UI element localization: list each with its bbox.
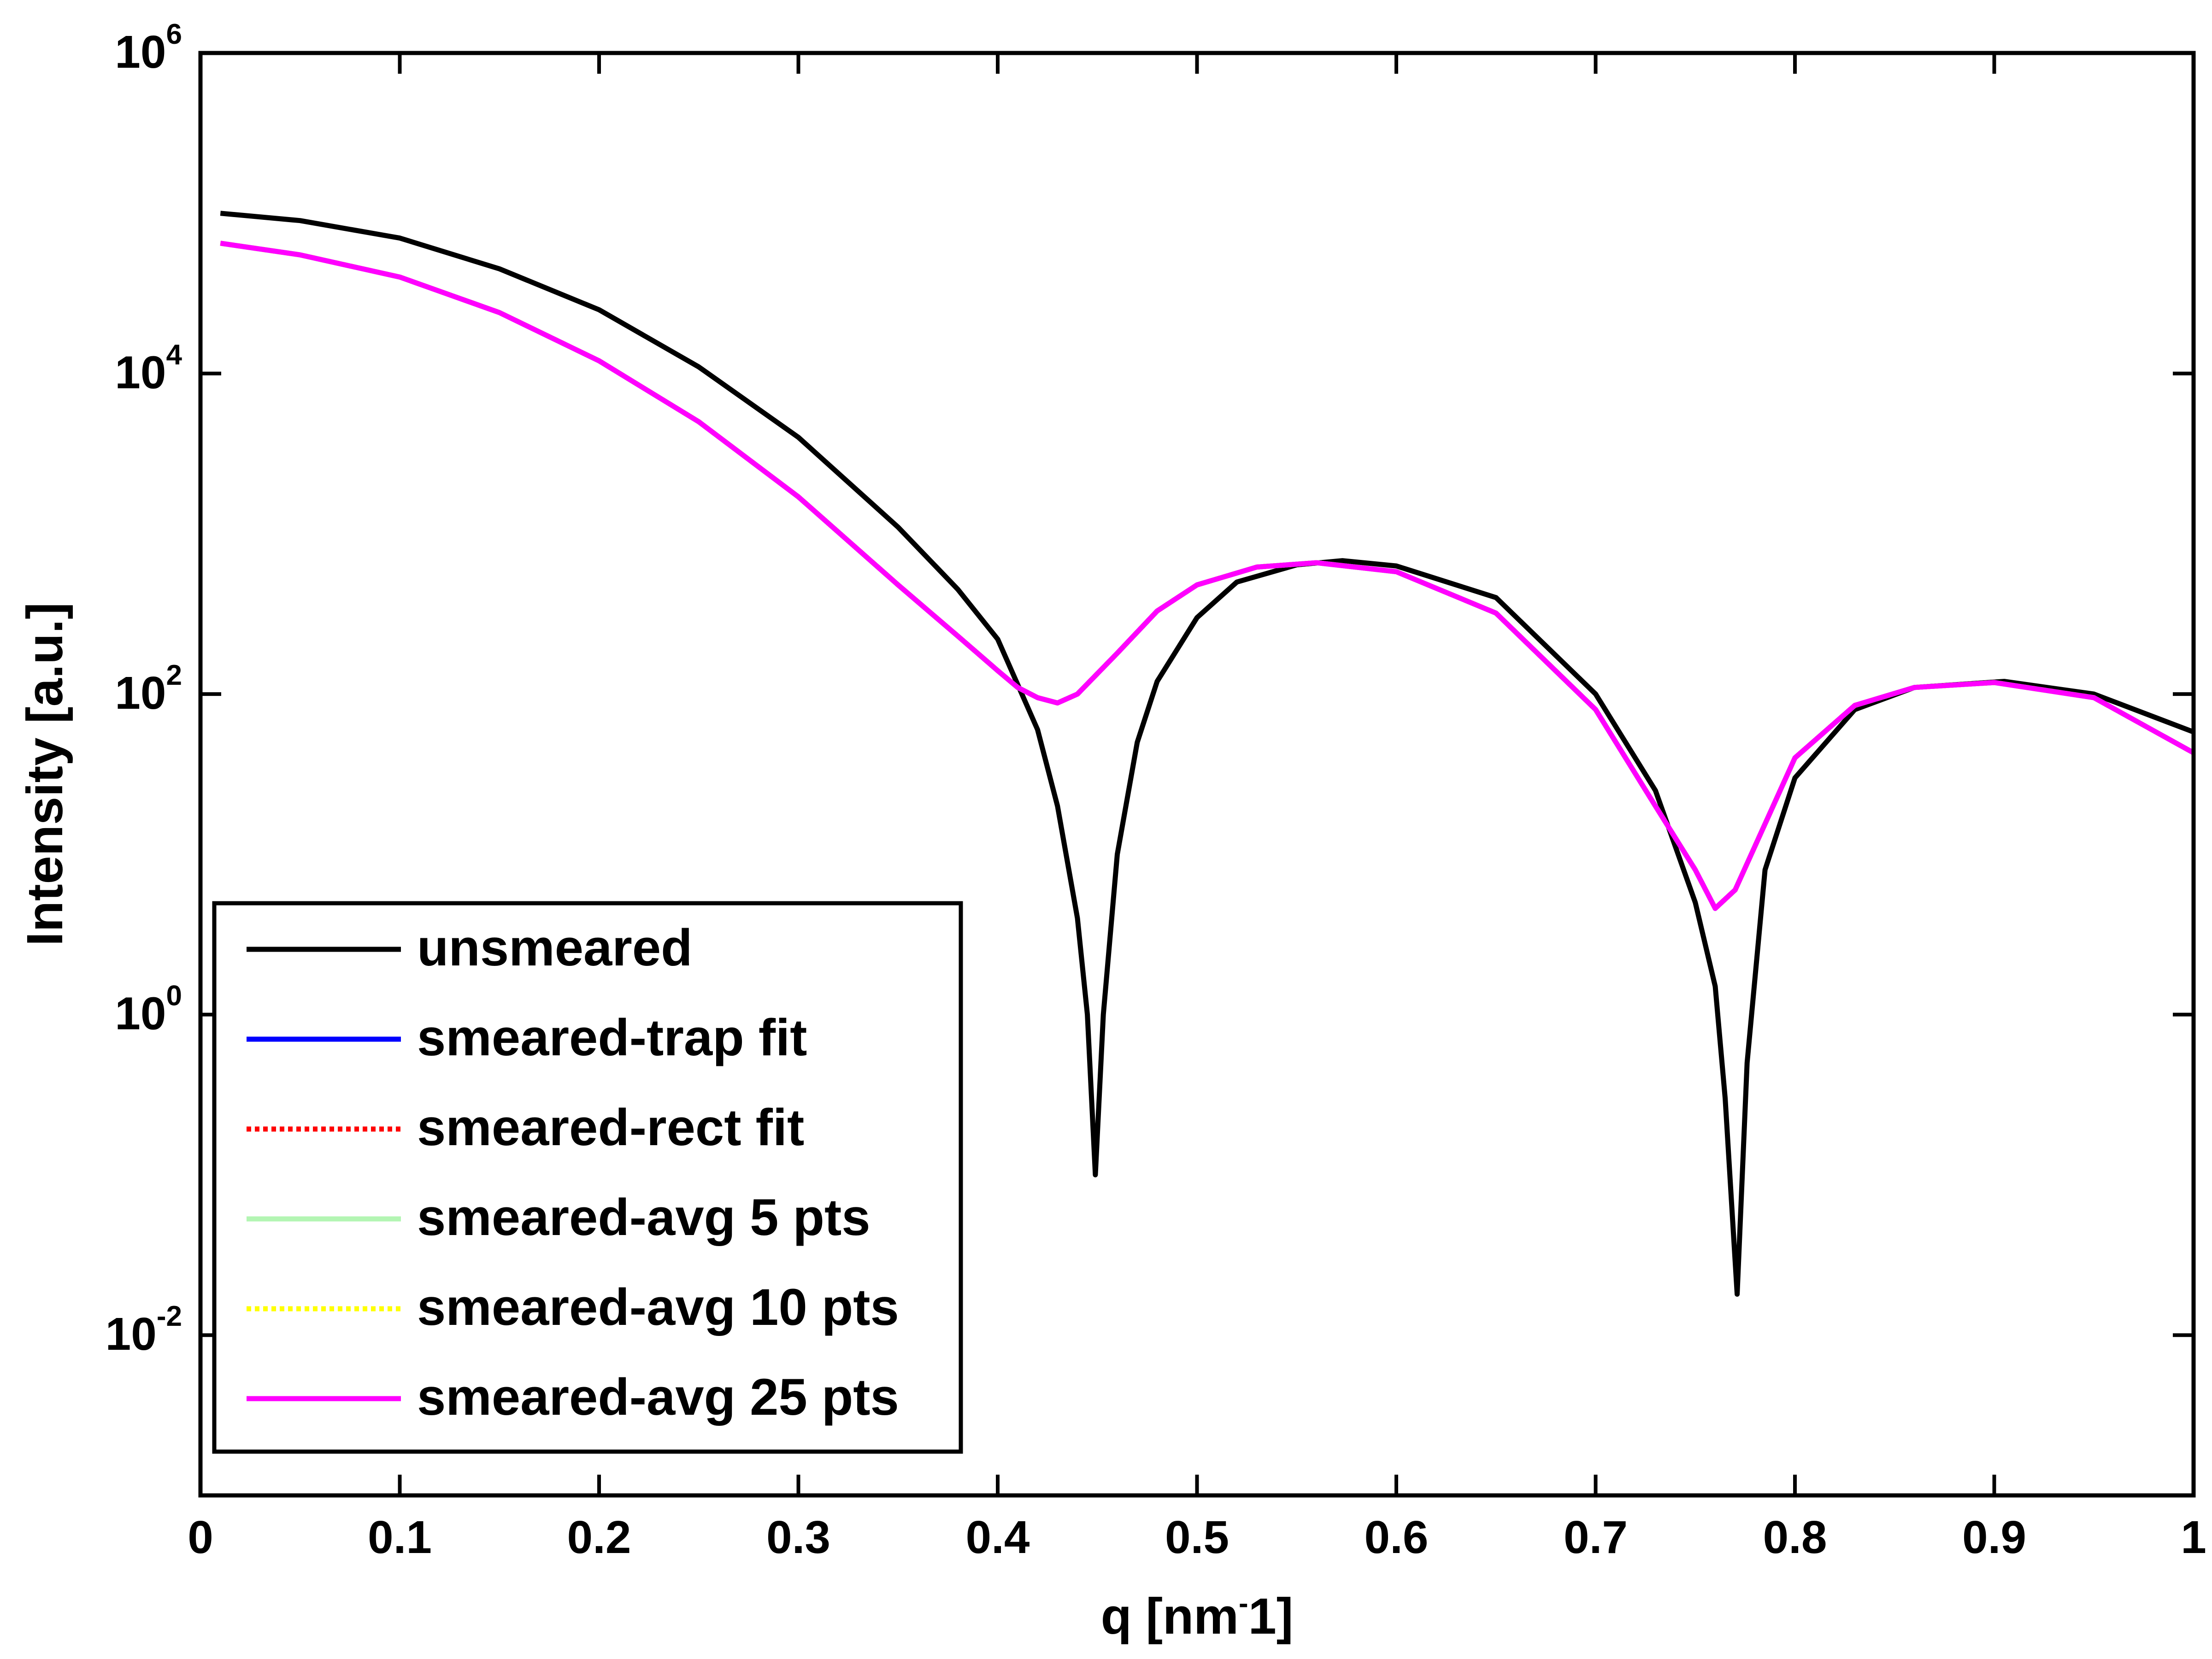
- x-tick-label: 0.4: [965, 1512, 1030, 1563]
- legend-box: [212, 901, 963, 1454]
- legend-label: smeared-avg 10 pts: [417, 1278, 899, 1336]
- y-tick-label: 102: [115, 659, 182, 719]
- x-tick-label: 0.6: [1364, 1512, 1428, 1563]
- y-tick-base: 10: [115, 26, 166, 78]
- y-tick-exponent: 4: [166, 339, 182, 371]
- x-tick-label: 0.7: [1564, 1512, 1628, 1563]
- x-axis-title-tail: 1]: [1248, 1588, 1294, 1645]
- x-tick-label: 0.9: [1962, 1512, 2026, 1563]
- y-tick-exponent: -2: [157, 1300, 182, 1332]
- legend: unsmeared smeared-trap fit smeared-rect fi…: [212, 901, 963, 1454]
- y-tick-label: 106: [115, 18, 182, 78]
- legend-label: unsmeared: [417, 919, 693, 977]
- y-tick-exponent: 0: [166, 980, 182, 1012]
- y-tick-base: 10: [115, 347, 166, 399]
- x-tick-label: 0.8: [1763, 1512, 1827, 1563]
- x-axis-title-sup: -: [1239, 1588, 1248, 1619]
- y-tick-label: 100: [115, 980, 182, 1040]
- x-tick-label: 0.2: [567, 1512, 631, 1563]
- y-tick-base: 10: [106, 1308, 157, 1360]
- x-axis-title-main: q [nm: [1101, 1588, 1239, 1645]
- x-tick-label: 1: [2181, 1512, 2206, 1563]
- legend-label: smeared-rect fit: [417, 1099, 804, 1156]
- y-tick-label: 10-2: [106, 1300, 182, 1360]
- x-tick-label: 0.5: [1165, 1512, 1229, 1563]
- tick-layer: 0 0.1 0.2 0.3 0.4 0.5 0.6 0.7 0.8 0.9 110-21001021…: [106, 18, 2206, 1563]
- y-tick-label: 104: [115, 339, 182, 399]
- y-axis-title: Intensity [a.u.]: [17, 602, 73, 946]
- series-line-1: [220, 211, 2194, 1297]
- y-tick-exponent: 6: [166, 18, 182, 50]
- legend-label: smeared-trap fit: [417, 1009, 807, 1066]
- y-tick-base: 10: [115, 667, 166, 719]
- legend-label: smeared-avg 25 pts: [417, 1368, 899, 1426]
- x-axis-title: q [nm-1]: [1101, 1588, 1294, 1645]
- legend-label: smeared-avg 5 pts: [417, 1188, 871, 1246]
- x-tick-label: 0.3: [766, 1512, 830, 1563]
- series-layer: [220, 211, 2195, 1297]
- x-tick-label: 0.1: [368, 1512, 432, 1563]
- y-tick-base: 10: [115, 988, 166, 1040]
- x-tick-label: 0: [188, 1512, 213, 1563]
- series-line-6: [220, 241, 2195, 911]
- y-tick-exponent: 2: [166, 659, 182, 691]
